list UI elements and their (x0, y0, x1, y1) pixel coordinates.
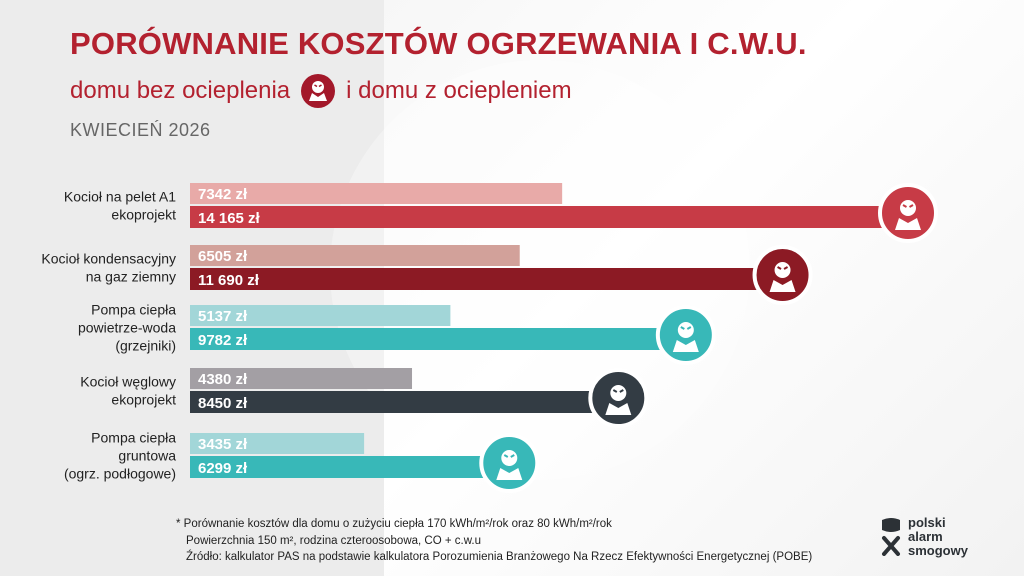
category-label-4-1: Kocioł węglowy (80, 374, 176, 390)
bar-label-insulated-2: 11 690 zł (198, 272, 260, 289)
bar-label-uninsulated-5: 3435 zł (198, 436, 248, 453)
bar-label-uninsulated-3: 5137 zł (198, 308, 248, 325)
logo-text: polski alarm smogowy (908, 516, 968, 558)
category-label-1-2: ekoprojekt (111, 207, 176, 223)
bar-insulated-3 (190, 328, 686, 350)
bar-label-insulated-1: 14 165 zł (198, 210, 261, 227)
page-title: PORÓWNANIE KOSZTÓW OGRZEWANIA I C.W.U. (70, 26, 807, 61)
bar-label-uninsulated-1: 7342 zł (198, 186, 248, 203)
subtitle-left: domu bez ocieplenia (70, 77, 291, 104)
footnote-line-1: * Porównanie kosztów dla domu o zużyciu … (176, 518, 612, 530)
category-label-4-2: ekoprojekt (111, 392, 176, 408)
category-label-5-1: Pompa ciepła (91, 430, 176, 446)
bar-uninsulated-5 (190, 433, 365, 454)
subtitle-right: i domu z ociepleniem (346, 77, 572, 104)
smog-villain-icon (301, 74, 336, 108)
smog-villain-icon (479, 433, 540, 493)
footnote: * Porównanie kosztów dla domu o zużyciu … (176, 516, 812, 566)
smog-villain-icon (752, 245, 813, 305)
smog-villain-icon (588, 368, 649, 428)
smog-mask-icon (882, 518, 900, 556)
bar-uninsulated-4 (190, 368, 413, 389)
bar-label-insulated-5: 6299 zł (198, 460, 248, 477)
category-label-2-1: Kocioł kondensacyjny (41, 251, 176, 267)
bar-uninsulated-1 (190, 183, 563, 204)
bar-insulated-1 (190, 206, 908, 228)
subtitle: domu bez ocieplenia i domu z ociepleniem (70, 74, 572, 108)
footnote-line-3: Źródło: kalkulator PAS na podstawie kalk… (186, 551, 813, 563)
logo-line-2: alarm (908, 529, 943, 544)
smog-villain-icon (878, 183, 938, 243)
logo-line-3: smogowy (908, 543, 968, 558)
bar-insulated-2 (190, 268, 783, 290)
bar-label-uninsulated-4: 4380 zł (198, 371, 248, 388)
category-label-2-2: na gaz ziemny (86, 269, 176, 285)
footnote-line-2: Powierzchnia 150 m², rodzina czteroosobo… (186, 534, 481, 547)
date-label: KWIECIEŃ 2026 (70, 120, 211, 140)
category-label-5-3: (ogrz. podłogowe) (64, 466, 176, 482)
bar-uninsulated-2 (190, 245, 520, 266)
bar-label-insulated-3: 9782 zł (198, 332, 248, 349)
logo: polski alarm smogowy (880, 516, 968, 558)
category-label-1-1: Kocioł na pelet A1 (64, 189, 176, 205)
category-label-3-3: (grzejniki) (115, 338, 176, 354)
smog-villain-icon (655, 305, 716, 365)
category-label-5-2: gruntowa (118, 448, 176, 464)
bar-uninsulated-3 (190, 305, 451, 326)
logo-line-1: polski (908, 515, 946, 530)
bar-label-uninsulated-2: 6505 zł (198, 248, 248, 265)
bar-insulated-5 (190, 456, 510, 478)
category-label-3-2: powietrze-woda (78, 320, 176, 336)
bar-insulated-4 (190, 391, 619, 413)
bar-label-insulated-4: 8450 zł (198, 395, 248, 412)
bar-chart: 7342 zł 14 165 zł Kocioł na pelet A1 ekopro… (41, 183, 938, 493)
category-label-3-1: Pompa ciepła (91, 302, 176, 318)
